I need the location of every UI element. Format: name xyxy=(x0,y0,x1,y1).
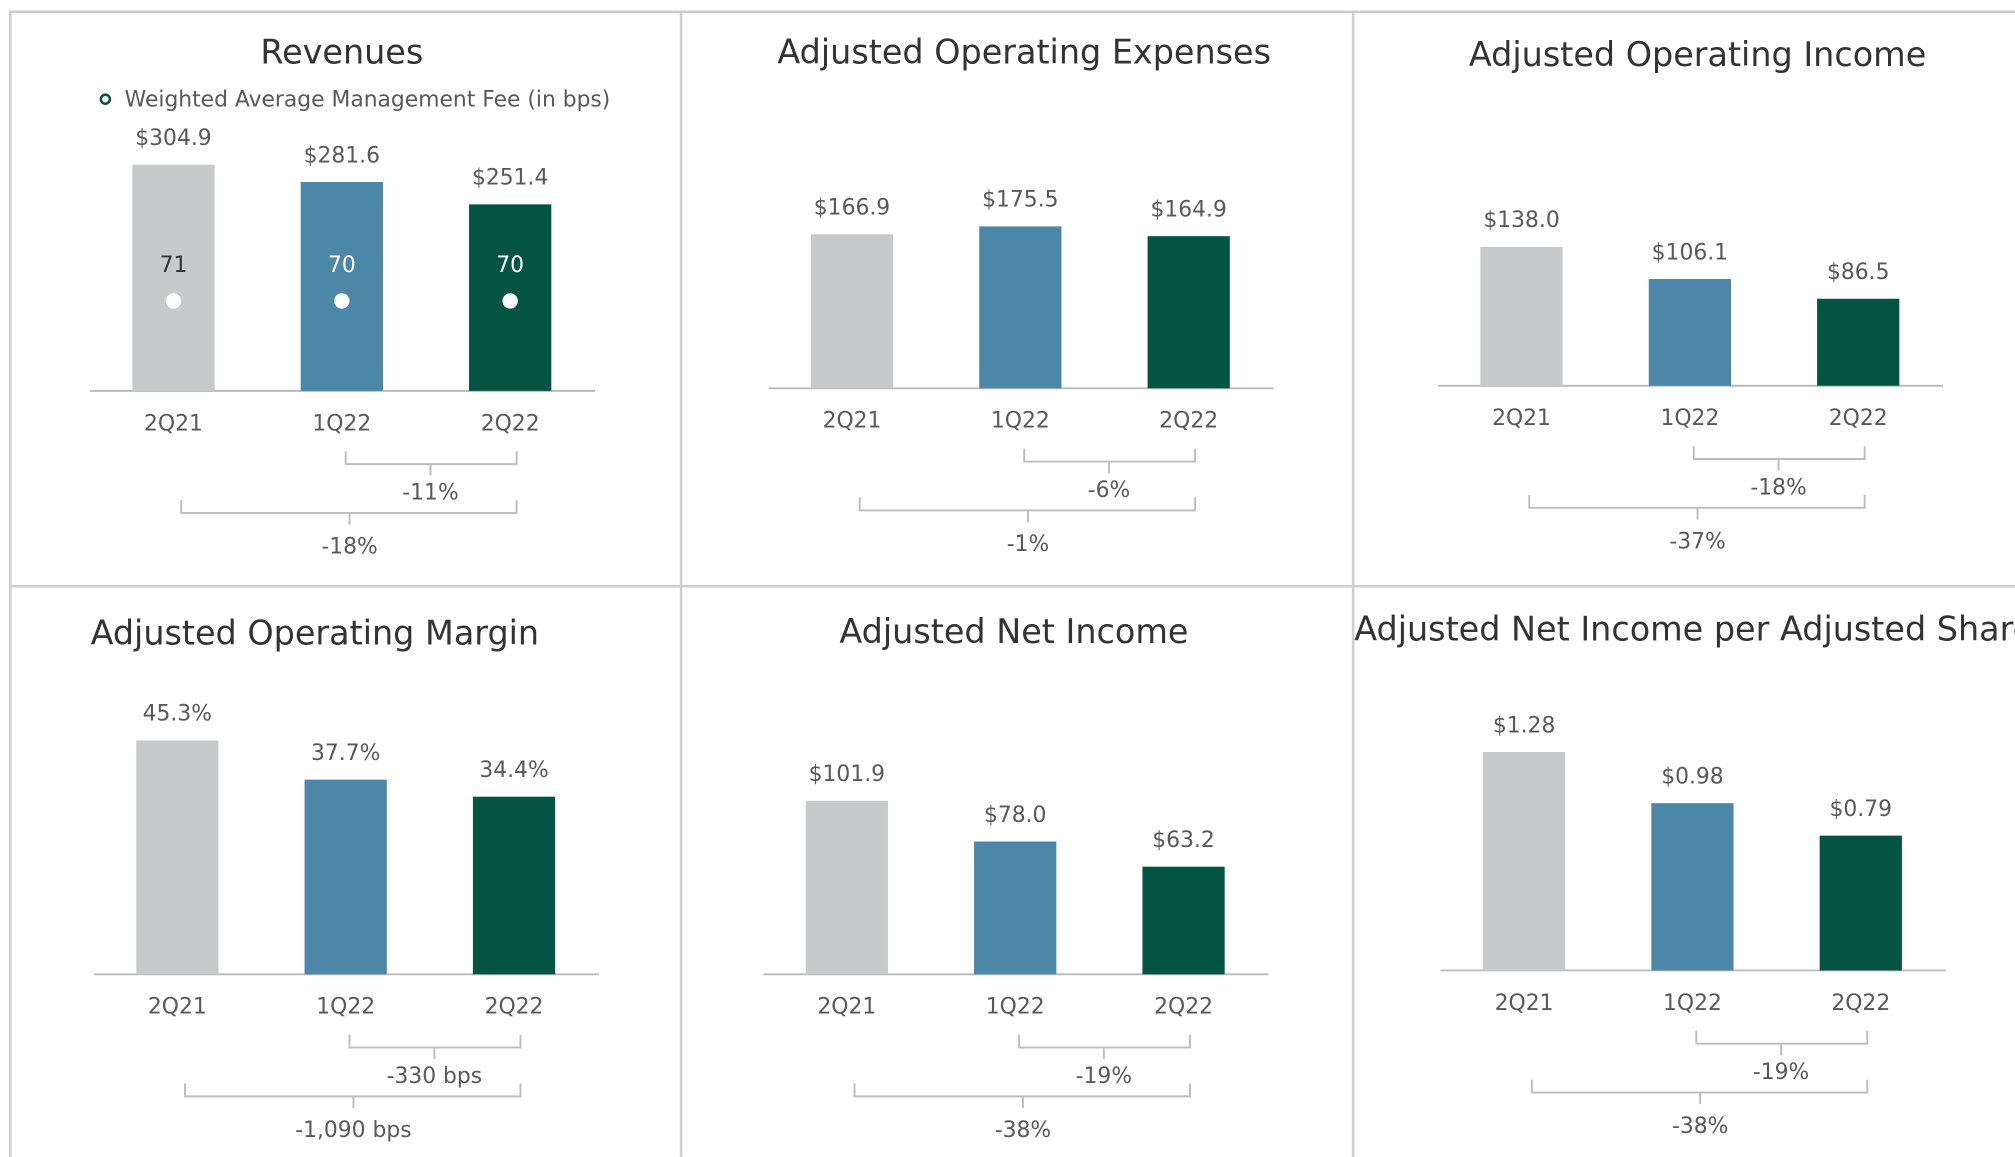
x-tick-label: 2Q22 xyxy=(485,995,544,1020)
value-label: $0.79 xyxy=(1830,797,1893,822)
fee-dot xyxy=(502,293,518,309)
legend-label: Weighted Average Management Fee (in bps) xyxy=(125,87,611,112)
comparison-label: -18% xyxy=(1750,476,1806,501)
value-label: $251.4 xyxy=(472,166,548,191)
bar xyxy=(1147,236,1230,389)
bar xyxy=(132,164,215,391)
value-label: $304.9 xyxy=(135,126,211,151)
bar xyxy=(304,779,387,975)
comparison-label: -38% xyxy=(995,1118,1051,1143)
x-tick-label: 2Q22 xyxy=(1154,995,1213,1020)
x-tick-label: 2Q21 xyxy=(144,411,203,436)
bar xyxy=(979,226,1062,389)
comparison-label: -1,090 bps xyxy=(295,1118,411,1143)
value-label: $138.0 xyxy=(1483,208,1559,233)
comparison-bracket xyxy=(853,1083,1191,1108)
value-label: $281.6 xyxy=(304,143,380,168)
comparison-label: -19% xyxy=(1753,1060,1809,1085)
comparison-bracket xyxy=(1692,446,1866,471)
value-label: $1.28 xyxy=(1493,713,1556,738)
comparison-bracket xyxy=(180,500,518,525)
bar xyxy=(1648,279,1731,386)
chart-title: Adjusted Net Income per Adjusted Share xyxy=(1354,610,2015,649)
comparison-bracket xyxy=(344,451,518,476)
bar xyxy=(974,841,1057,975)
comparison-bracket xyxy=(184,1083,522,1108)
x-tick-label: 1Q22 xyxy=(991,409,1050,434)
bar xyxy=(300,181,383,391)
value-label: $101.9 xyxy=(809,762,885,787)
comparison-bracket xyxy=(1018,1034,1191,1060)
x-tick-label: 1Q22 xyxy=(1660,406,1719,431)
bar xyxy=(1817,298,1900,386)
comparison-label: -330 bps xyxy=(387,1064,483,1089)
comparison-bracket xyxy=(348,1034,522,1060)
value-label: $164.9 xyxy=(1151,197,1227,222)
bar xyxy=(472,796,556,975)
fee-dot xyxy=(334,293,350,309)
comparison-label: -19% xyxy=(1076,1064,1132,1089)
fee-dot xyxy=(165,293,182,309)
x-tick-label: 2Q21 xyxy=(1495,991,1554,1016)
bar xyxy=(810,234,894,389)
bar xyxy=(1480,246,1563,386)
value-label: 37.7% xyxy=(311,741,380,766)
x-tick-label: 2Q22 xyxy=(1829,406,1888,431)
bar xyxy=(136,740,219,975)
x-tick-label: 1Q22 xyxy=(1663,991,1722,1016)
fee-label: 71 xyxy=(160,253,188,278)
bar xyxy=(1142,866,1225,975)
chart-title: Adjusted Operating Margin xyxy=(91,614,540,653)
comparison-bracket xyxy=(858,497,1197,522)
x-tick-label: 1Q22 xyxy=(312,411,371,436)
x-tick-label: 2Q22 xyxy=(481,411,540,436)
value-label: 45.3% xyxy=(143,702,212,727)
comparison-label: -18% xyxy=(321,535,377,560)
comparison-label: -11% xyxy=(402,481,458,506)
fee-label: 70 xyxy=(328,253,356,278)
legend-marker xyxy=(99,93,112,105)
value-label: $78.0 xyxy=(984,803,1047,828)
fee-label: 70 xyxy=(496,253,524,278)
x-tick-label: 2Q21 xyxy=(148,995,207,1020)
x-tick-label: 2Q22 xyxy=(1159,409,1218,434)
comparison-label: -1% xyxy=(1007,532,1050,557)
x-tick-label: 2Q22 xyxy=(1831,991,1890,1016)
value-label: $106.1 xyxy=(1652,240,1728,265)
comparison-label: -6% xyxy=(1088,478,1131,503)
x-tick-label: 2Q21 xyxy=(1492,406,1551,431)
chart-title: Adjusted Net Income xyxy=(839,612,1188,651)
comparison-bracket xyxy=(1023,448,1197,474)
bar xyxy=(1819,835,1902,971)
x-tick-label: 2Q21 xyxy=(817,995,876,1020)
comparison-bracket xyxy=(1528,494,1866,520)
value-label: $86.5 xyxy=(1827,260,1890,285)
chart-title: Adjusted Operating Income xyxy=(1469,35,1926,74)
panel-frame xyxy=(8,10,2015,1157)
bar xyxy=(805,800,888,975)
comparison-label: -37% xyxy=(1669,530,1725,555)
comparison-bracket xyxy=(1695,1030,1869,1056)
comparison-bracket xyxy=(1530,1079,1869,1105)
bar xyxy=(1651,803,1734,971)
chart-title: Revenues xyxy=(260,33,423,72)
value-label: 34.4% xyxy=(479,758,548,783)
bar xyxy=(1482,751,1566,971)
chart-title: Adjusted Operating Expenses xyxy=(777,33,1271,72)
x-tick-label: 1Q22 xyxy=(986,995,1045,1020)
comparison-label: -38% xyxy=(1672,1114,1728,1139)
value-label: $0.98 xyxy=(1661,764,1724,789)
x-tick-label: 1Q22 xyxy=(316,995,375,1020)
value-label: $63.2 xyxy=(1152,828,1215,853)
x-tick-label: 2Q21 xyxy=(823,409,882,434)
value-label: $175.5 xyxy=(982,188,1058,213)
value-label: $166.9 xyxy=(814,196,890,221)
